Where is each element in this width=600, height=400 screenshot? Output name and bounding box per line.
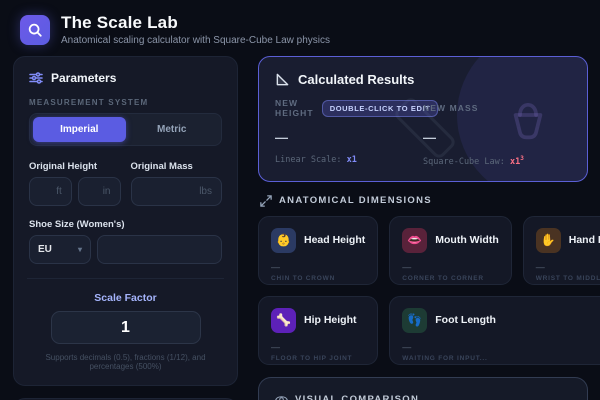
card-hand-length: ✋ Hand Length — WRIST TO MIDDLE FINGER: [522, 215, 600, 285]
card-head-height: 👶 Head Height — CHIN TO CROWN: [258, 215, 379, 285]
new-mass-value: —: [423, 130, 436, 145]
visual-comparison-title: VISUAL COMPARISON: [295, 393, 420, 400]
unit-metric-button[interactable]: Metric: [126, 117, 219, 142]
card-foot-length: 👣 Foot Length — WAITING FOR INPUT...: [389, 295, 600, 365]
parameters-title: Parameters: [51, 71, 117, 85]
footprints-icon: 👣: [402, 307, 428, 333]
scale-factor-label: Scale Factor: [94, 292, 157, 304]
magnifier-icon: [27, 22, 43, 38]
app-logo: [20, 14, 50, 45]
new-height-value[interactable]: —: [275, 130, 288, 145]
unit-imperial-button[interactable]: Imperial: [33, 117, 126, 142]
new-height-block: NEW HEIGHT DOUBLE-CLICK TO EDIT — Linear…: [275, 98, 439, 167]
unit-toggle: Imperial Metric: [29, 113, 222, 146]
shoe-size-label: Shoe Size (Women's): [29, 219, 125, 230]
shoe-region-value: EU: [38, 244, 52, 255]
parameters-panel: Parameters MEASUREMENT SYSTEM Imperial M…: [13, 56, 238, 386]
anatomical-dimensions-header: ANATOMICAL DIMENSIONS: [260, 195, 588, 207]
edit-badge: DOUBLE-CLICK TO EDIT: [321, 99, 439, 117]
visual-comparison-panel: VISUAL COMPARISON: [258, 376, 588, 400]
page-subtitle: Anatomical scaling calculator with Squar…: [61, 35, 331, 46]
eye-icon: [275, 393, 288, 400]
card-mouth-width: 👄 Mouth Width — CORNER TO CORNER: [389, 215, 512, 285]
app-header: The Scale Lab Anatomical scaling calcula…: [0, 0, 600, 54]
height-in-input[interactable]: [77, 177, 121, 206]
shoe-size-input[interactable]: [97, 235, 222, 264]
height-ft-input[interactable]: [29, 177, 72, 206]
new-mass-block: NEW MASS — Square-Cube Law: x13: [423, 99, 571, 167]
new-height-label: NEW HEIGHT: [275, 98, 314, 118]
original-mass-label: Original Mass: [130, 161, 193, 172]
scale-factor-hint: Supports decimals (0.5), fractions (1/12…: [45, 353, 206, 371]
mass-input[interactable]: [130, 177, 222, 206]
original-height-label: Original Height: [29, 161, 98, 172]
shoe-region-select[interactable]: EU ▾: [29, 235, 91, 264]
expand-arrows-icon: [260, 195, 272, 207]
divider: [27, 278, 224, 279]
linear-scale-caption: Linear Scale: x1: [275, 155, 357, 165]
measurement-system-label: MEASUREMENT SYSTEM: [29, 98, 149, 107]
results-title: Calculated Results: [298, 72, 415, 87]
sliders-icon: [29, 71, 43, 85]
calculated-results-panel: Calculated Results NEW HEIGHT DOUBLE-CLI…: [258, 56, 588, 182]
anatomical-dimensions-title: ANATOMICAL DIMENSIONS: [279, 195, 432, 207]
square-cube-caption: Square-Cube Law: x13: [423, 155, 524, 167]
card-hip-height: 🦴 Hip Height — FLOOR TO HIP JOINT: [258, 295, 379, 365]
bone-icon: 🦴: [271, 307, 296, 333]
scale-factor-input[interactable]: [50, 311, 201, 344]
hand-icon: ✋: [535, 227, 561, 253]
mouth-icon: 👄: [402, 227, 428, 253]
dimension-cards: 👶 Head Height — CHIN TO CROWN 👄 Mouth Wi…: [258, 215, 600, 365]
new-mass-label: NEW MASS: [423, 103, 479, 113]
set-square-icon: [275, 72, 290, 87]
chevron-down-icon: ▾: [77, 245, 82, 254]
head-icon: 👶: [271, 227, 296, 253]
page-title: The Scale Lab: [61, 13, 178, 32]
